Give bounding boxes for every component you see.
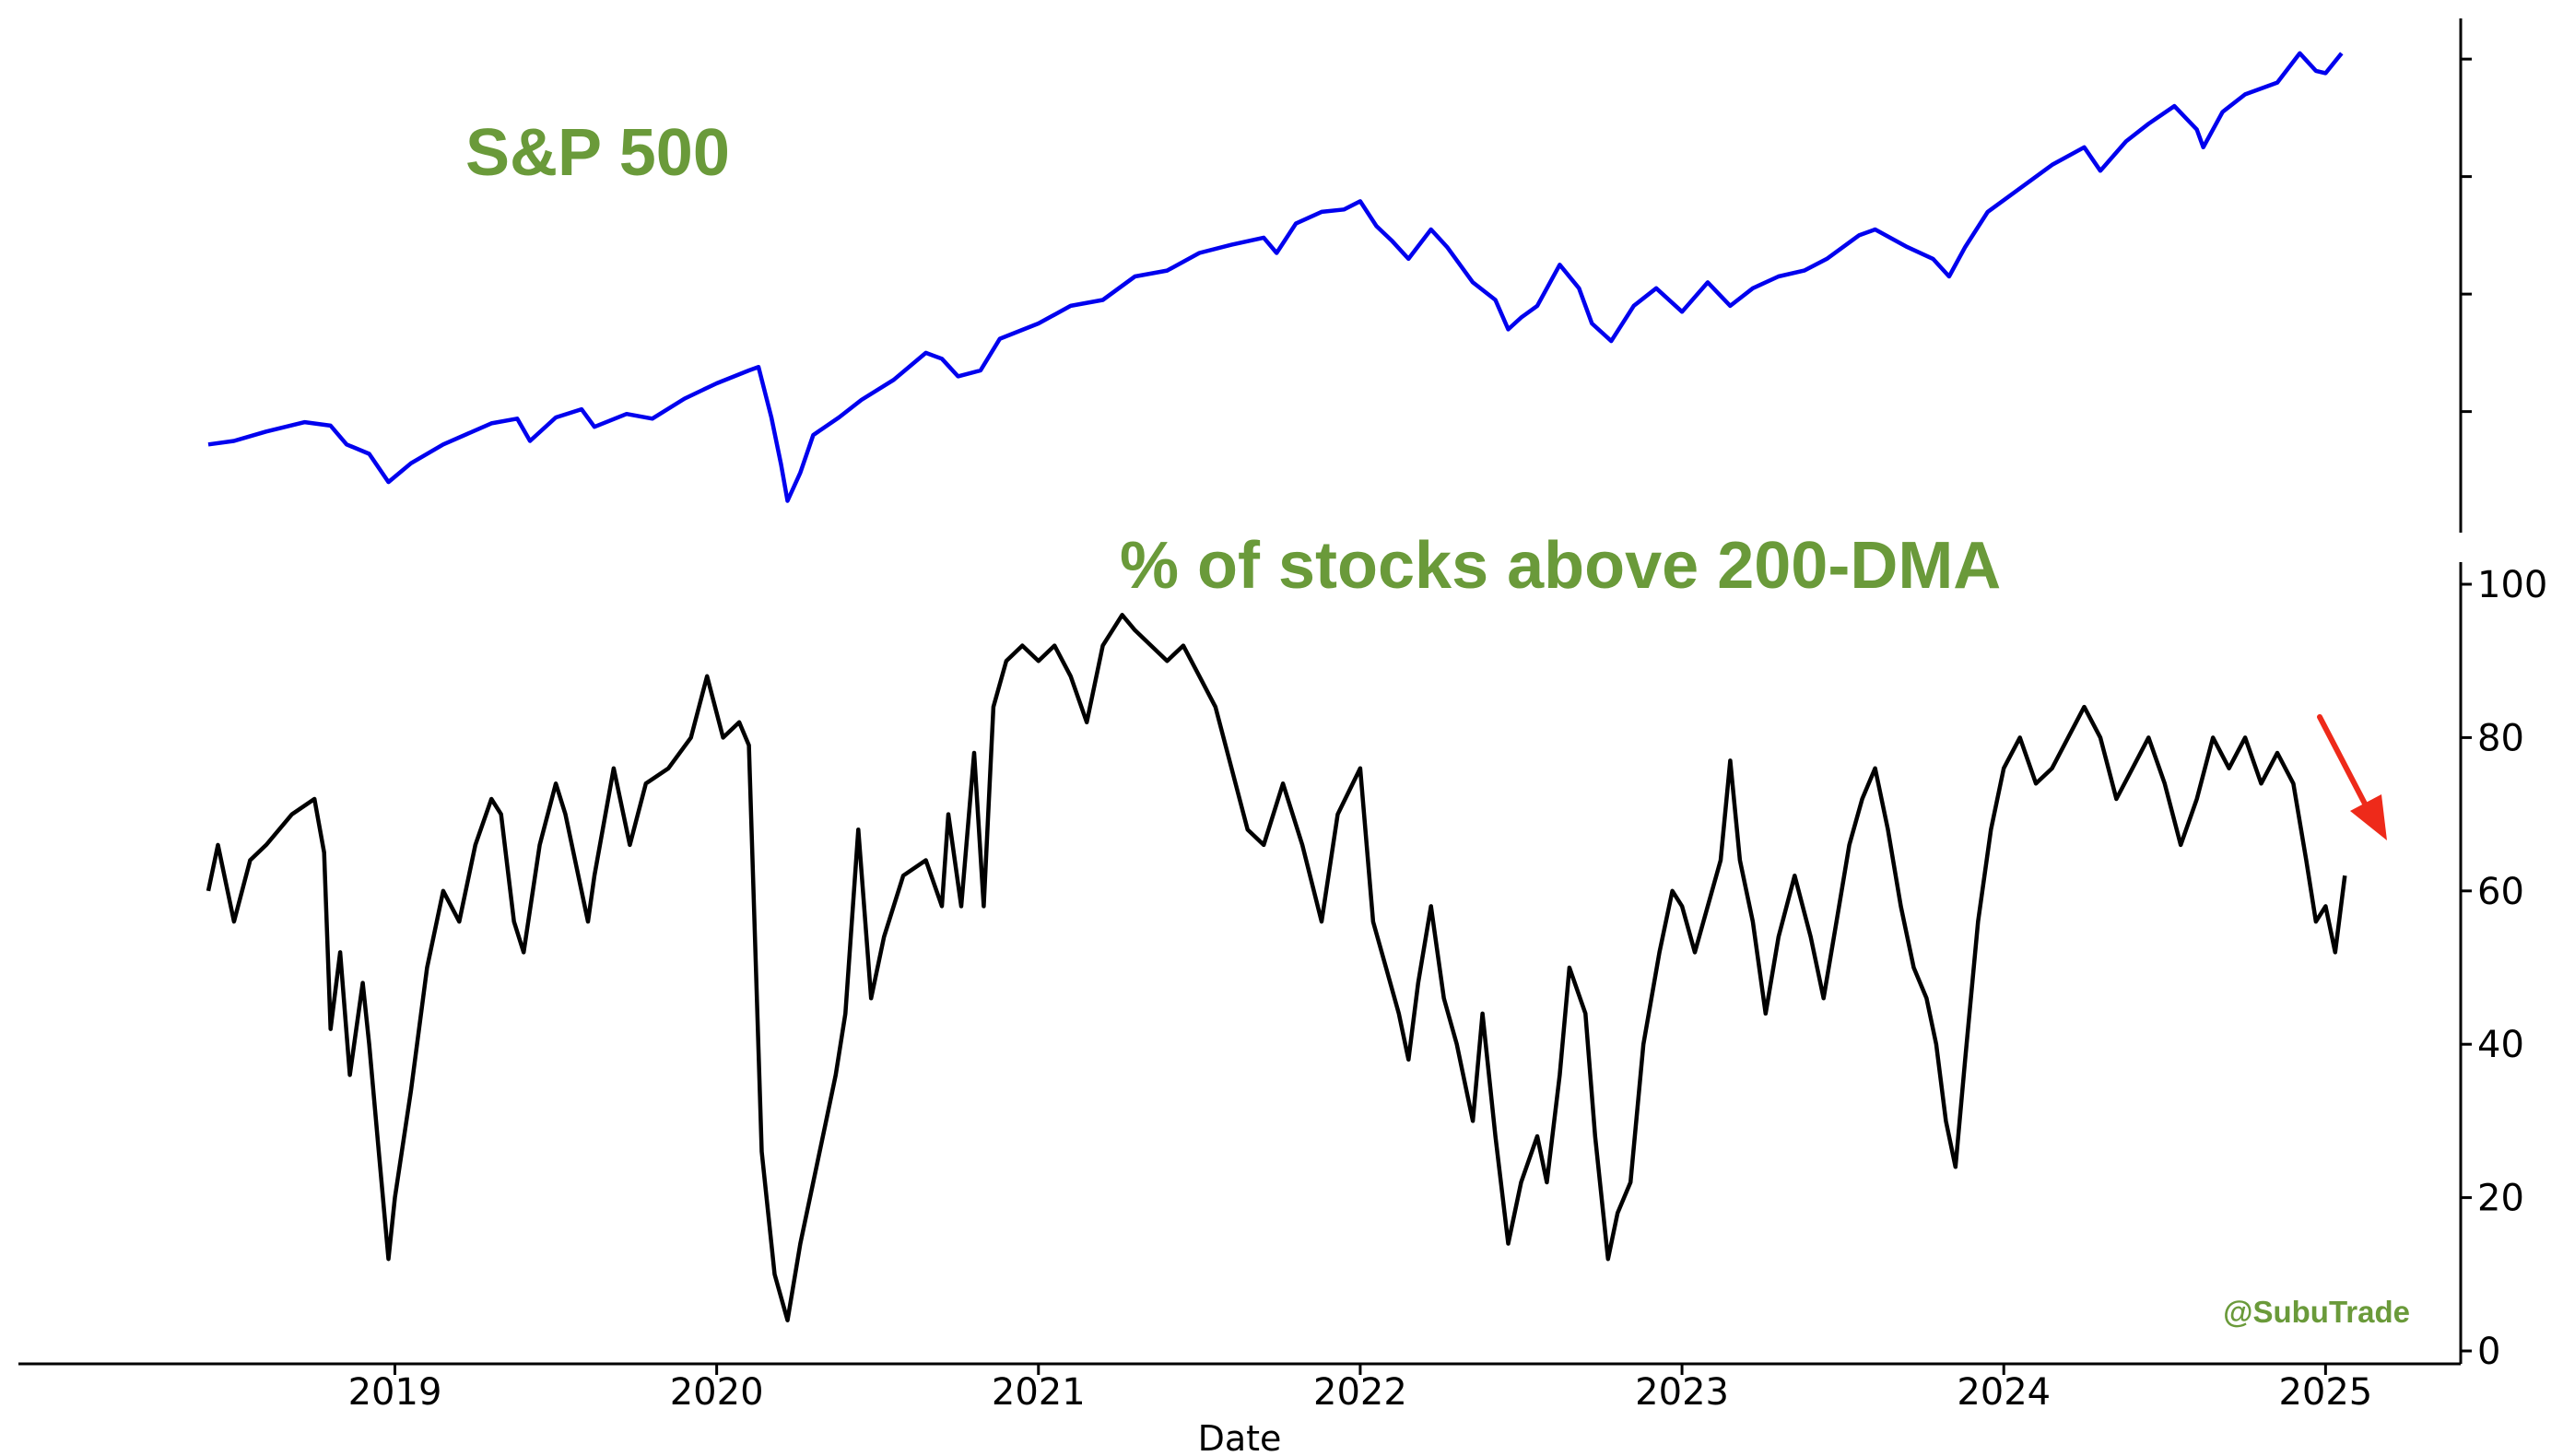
x-tick-label: 2024 bbox=[1957, 1371, 2051, 1414]
watermark: @SubuTrade bbox=[2223, 1295, 2410, 1329]
spx-panel: S&P 500 bbox=[207, 18, 2472, 533]
spx-series-line bbox=[207, 51, 2344, 503]
breadth-y-tick-label: 0 bbox=[2477, 1331, 2500, 1373]
breadth-panel: 0 20 40 60 80 100 2019 2020 2021 2022 2023 2024 202… bbox=[18, 529, 2547, 1456]
breadth-y-ticks: 0 20 40 60 80 100 bbox=[2461, 564, 2547, 1373]
x-tick-label: 2019 bbox=[348, 1371, 442, 1414]
breadth-title: % of stocks above 200-DMA bbox=[1120, 529, 2001, 603]
spx-y-ticks bbox=[2461, 57, 2472, 414]
x-axis-label: Date bbox=[1198, 1418, 1282, 1456]
arrow-shaft bbox=[2317, 714, 2369, 810]
spx-title: S&P 500 bbox=[465, 116, 730, 190]
x-tick-label: 2023 bbox=[1635, 1371, 1729, 1414]
breadth-y-tick-label: 80 bbox=[2477, 717, 2524, 759]
x-tick-label: 2020 bbox=[670, 1371, 764, 1414]
breadth-y-tick-label: 20 bbox=[2477, 1178, 2524, 1220]
x-axis-ticks: 2019 2020 2021 2022 2023 2024 2025 bbox=[348, 1364, 2372, 1414]
x-tick-label: 2025 bbox=[2278, 1371, 2372, 1414]
arrow-head bbox=[2350, 794, 2387, 840]
trend-arrow bbox=[2317, 714, 2387, 840]
breadth-y-tick-label: 100 bbox=[2477, 564, 2547, 606]
x-tick-label: 2021 bbox=[992, 1371, 1086, 1414]
breadth-series-line bbox=[206, 613, 2347, 1322]
breadth-y-tick-label: 60 bbox=[2477, 871, 2524, 913]
breadth-y-tick-label: 40 bbox=[2477, 1024, 2524, 1066]
x-tick-label: 2022 bbox=[1313, 1371, 1407, 1414]
